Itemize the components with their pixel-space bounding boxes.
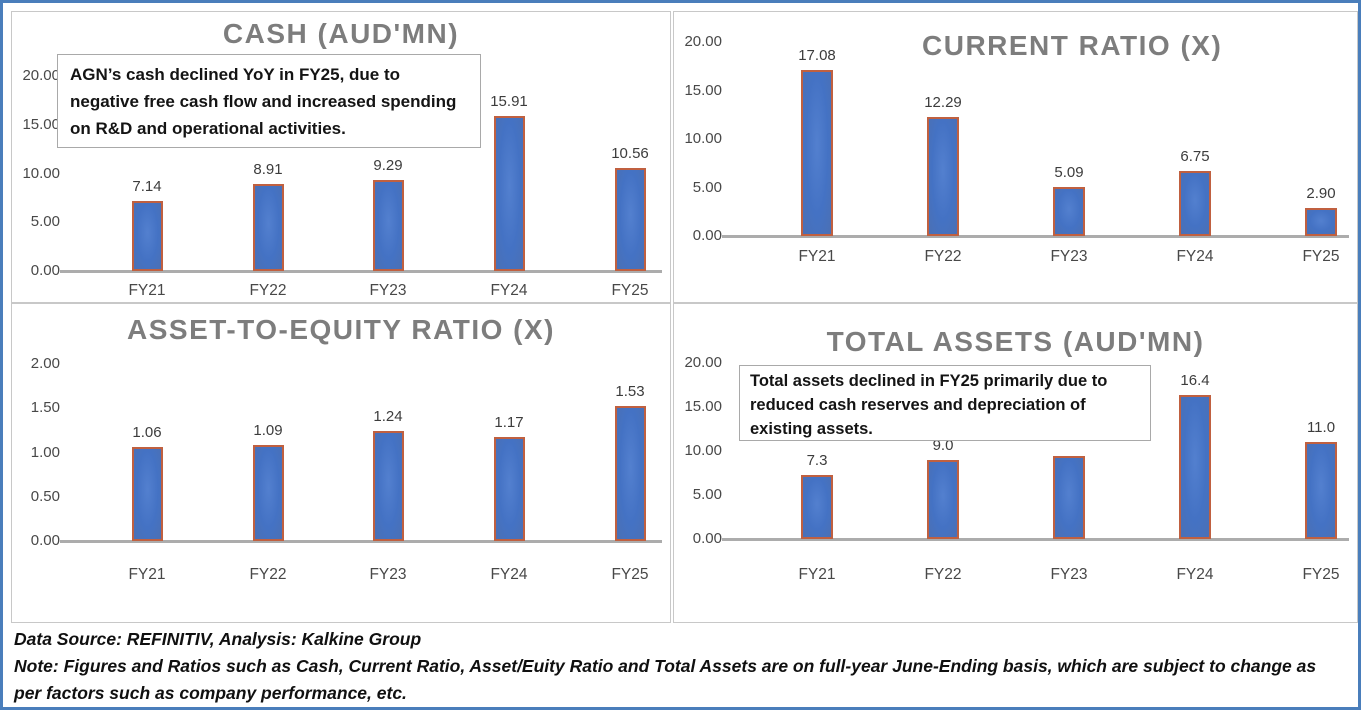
bar-fy21 [131, 447, 163, 541]
x-category-label: FY24 [1176, 248, 1214, 265]
y-tick-label: 2.00 [30, 355, 60, 372]
bar-fy22 [927, 117, 959, 236]
y-tick-label: 1.00 [30, 443, 60, 461]
x-axis-line [722, 538, 1349, 541]
chart-panel-total-assets: TOTAL ASSETS (AUD'MN) Total assets decli… [673, 303, 1358, 623]
chart-panel-asset-to-equity: ASSET-TO-EQUITY RATIO (X) 0.00 0.50 1.00 1.… [11, 303, 671, 623]
y-tick-label: 20.00 [684, 33, 722, 50]
y-tick-label: 5.00 [692, 486, 722, 503]
chart-panel-current-ratio: CURRENT RATIO (X) 0.00 5.00 10.00 15.00 20.0… [673, 11, 1358, 303]
chart-panel-cash: CASH (AUD'MN) AGN’s cash declined YoY in… [11, 11, 671, 303]
callout-box: Total assets declined in FY25 primarily … [739, 365, 1151, 441]
y-tick-label: 0.00 [30, 532, 60, 549]
y-tick-label: 0.00 [692, 530, 722, 547]
chart-title: CURRENT RATIO (X) [922, 30, 1223, 61]
y-tick-label: 15.00 [684, 81, 722, 99]
bar-data-label: 7.3 [806, 452, 828, 469]
x-axis-line [722, 235, 1349, 238]
bar-data-label: 12.29 [924, 94, 962, 111]
x-axis-line [60, 540, 662, 543]
x-category-label: FY23 [369, 566, 407, 583]
x-category-label: FY21 [798, 566, 836, 583]
bar-data-label: 2.90 [1306, 185, 1336, 202]
bar-data-label: 8.91 [253, 161, 283, 178]
bar-data-label: 1.53 [615, 383, 645, 400]
x-category-label: FY23 [1050, 566, 1088, 583]
chart-title: TOTAL ASSETS (AUD'MN) [826, 326, 1205, 357]
bar-fy21 [131, 201, 163, 271]
x-category-label: FY22 [249, 282, 287, 299]
bar-data-label: 6.75 [1180, 148, 1210, 165]
y-tick-label: 0.50 [30, 487, 60, 505]
bar-fy24 [1179, 171, 1211, 236]
y-tick-label: 5.00 [30, 213, 60, 231]
bar-fy25 [614, 168, 646, 271]
bar-data-label: 17.08 [798, 47, 836, 64]
x-category-label: FY24 [490, 566, 528, 583]
y-tick-label: 5.00 [692, 178, 722, 196]
bar-fy22 [927, 460, 959, 539]
x-category-label: FY25 [1302, 248, 1340, 265]
x-category-label: FY25 [611, 282, 649, 299]
y-tick-label: 20.00 [22, 67, 60, 84]
footer-note: Note: Figures and Ratios such as Cash, C… [14, 656, 1317, 703]
bar-data-label: 1.24 [373, 408, 403, 425]
y-tick-label: 15.00 [684, 398, 722, 415]
bar-data-label: 5.09 [1054, 164, 1084, 181]
bar-fy24 [1179, 395, 1211, 539]
x-category-label: FY24 [490, 282, 528, 299]
y-tick-label: 0.00 [692, 227, 722, 244]
bar-data-label: 15.91 [490, 93, 528, 110]
bar-fy21 [801, 70, 833, 236]
callout-box: AGN’s cash declined YoY in FY25, due to … [57, 54, 481, 148]
bar-fy22 [252, 445, 284, 541]
x-category-label: FY22 [924, 566, 962, 583]
x-category-label: FY21 [798, 248, 836, 265]
bar-data-label: 1.17 [494, 414, 524, 431]
x-category-label: FY22 [249, 566, 287, 583]
y-tick-label: 15.00 [22, 115, 60, 133]
bar-data-label: 7.14 [132, 178, 162, 195]
bar-fy21 [801, 475, 833, 539]
x-category-label: FY24 [1176, 566, 1214, 583]
bar-fy24 [493, 437, 525, 541]
bar-data-label: 1.09 [253, 422, 283, 439]
y-tick-label: 0.00 [30, 262, 60, 279]
chart-title: CASH (AUD'MN) [222, 18, 460, 49]
bar-fy25 [1305, 442, 1337, 539]
bar-fy24 [493, 116, 525, 271]
footer: Data Source: REFINITIV, Analysis: Kalkin… [6, 623, 1355, 704]
bar-data-label: 9.0 [932, 437, 954, 454]
y-tick-label: 10.00 [684, 130, 722, 147]
y-tick-label: 1.50 [30, 399, 60, 417]
bar-data-label: 16.4 [1180, 372, 1210, 389]
x-category-label: FY25 [1302, 566, 1340, 583]
bar-data-label: 10.56 [611, 145, 649, 162]
x-category-label: FY23 [1050, 248, 1088, 265]
bar-fy23 [1053, 187, 1085, 236]
footer-source: Data Source: REFINITIV, Analysis: Kalkin… [14, 629, 422, 649]
bar-data-label: 9.29 [373, 157, 403, 174]
x-category-label: FY23 [369, 282, 407, 299]
x-category-label: FY21 [128, 282, 166, 299]
x-category-label: FY21 [128, 566, 166, 583]
y-tick-label: 10.00 [22, 164, 60, 182]
x-axis-line [60, 270, 662, 273]
x-category-label: FY25 [611, 566, 649, 583]
y-tick-label: 20.00 [684, 354, 722, 371]
x-category-label: FY22 [924, 248, 962, 265]
bar-fy23 [372, 431, 404, 541]
bar-data-label: 1.06 [132, 424, 162, 441]
bar-data-label: 11.0 [1306, 419, 1336, 436]
bar-fy25 [1305, 208, 1337, 236]
bar-fy23 [1053, 456, 1085, 539]
bar-fy25 [614, 406, 646, 541]
chart-title: ASSET-TO-EQUITY RATIO (X) [127, 314, 555, 345]
bar-fy22 [252, 184, 284, 271]
bar-fy23 [372, 180, 404, 271]
y-tick-label: 10.00 [684, 442, 722, 459]
